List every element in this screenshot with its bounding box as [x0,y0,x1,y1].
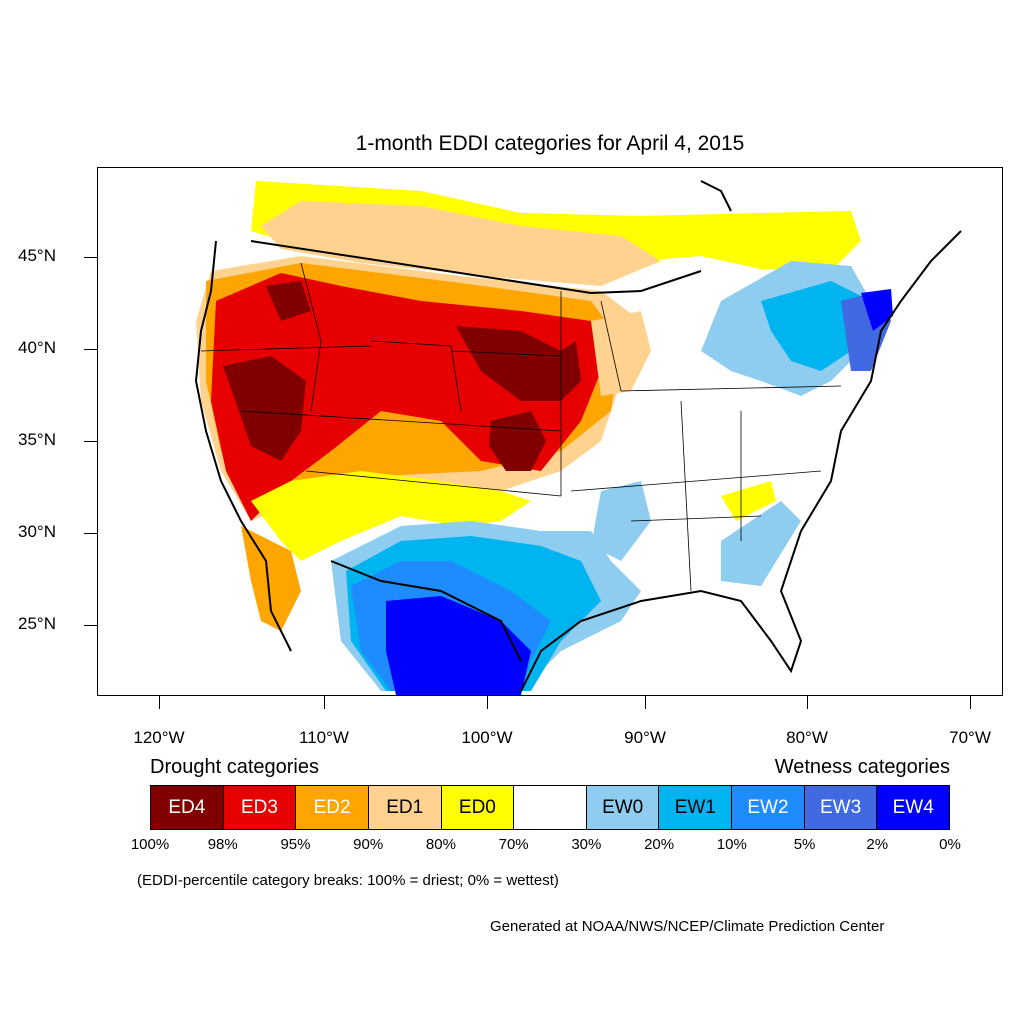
category-colorbar: ED4 ED3 ED2 ED1 ED0 EW0 EW1 EW2 EW3 EW4 [150,785,950,830]
lat-tick [84,441,97,442]
legend-cell-ed4: ED4 [151,786,224,829]
legend-cell-ew4: EW4 [877,786,950,829]
lon-tick [487,696,488,709]
region-ew4-texas [386,596,531,695]
region-ed4-greatbasin [223,356,306,461]
region-ed1-upper-midwest [591,311,651,396]
break-label: 30% [571,836,602,853]
break-label: 98% [207,836,238,853]
lon-label-80: 80°W [786,728,828,747]
legend-cell-normal [514,786,587,829]
legend-cell-ew1: EW1 [659,786,733,829]
lat-label-25: 25°N [18,614,56,633]
region-ed4-plains [456,326,581,401]
break-label: 80% [425,836,456,853]
break-label: 90% [353,836,384,853]
region-ew0-southeast [591,481,651,561]
lat-label-30: 30°N [18,522,56,541]
lat-tick [84,625,97,626]
break-label: 10% [716,836,747,853]
eddi-map [194,180,962,695]
credit-text: Generated at NOAA/NWS/NCEP/Climate Predi… [490,918,885,935]
legend-cell-ew2: EW2 [732,786,805,829]
wetness-heading: Wetness categories [774,756,950,778]
break-label: 70% [498,836,529,853]
region-ed1-canada [261,201,661,286]
lat-tick [84,257,97,258]
lat-label-45: 45°N [18,246,56,265]
lat-label-40: 40°N [18,338,56,357]
region-ed4-north [266,281,311,321]
category-regions [196,181,893,695]
region-ed2-socal [241,526,301,631]
drought-heading: Drought categories [150,756,319,778]
coastlines [194,180,962,692]
legend-cell-ew0: EW0 [586,786,660,829]
lon-label-120: 120°W [133,728,185,747]
category-note: (EDDI-percentile category breaks: 100% =… [137,872,559,889]
legend-cell-ed0: ED0 [441,786,515,829]
break-label: 100% [130,836,170,853]
lon-tick [807,696,808,709]
lat-label-35: 35°N [18,430,56,449]
region-ew1-northeast [761,281,861,371]
region-ed0-southwest [251,471,531,561]
lon-tick [970,696,971,709]
break-label: 0% [939,836,961,853]
legend-cell-ed2: ED2 [296,786,369,829]
lon-label-100: 100°W [461,728,513,747]
region-ed0-carolina [721,481,776,521]
lon-label-110: 110°W [299,728,349,747]
map-title: 1-month EDDI categories for April 4, 201… [355,132,745,155]
lat-tick [84,533,97,534]
lon-label-70: 70°W [949,728,991,747]
break-label: 20% [644,836,675,853]
break-label: 2% [866,836,889,853]
legend-cell-ed1: ED1 [368,786,442,829]
lon-tick [159,696,160,709]
legend-cell-ed3: ED3 [223,786,297,829]
region-ew0-carolinas [721,501,801,586]
break-label: 5% [793,836,816,853]
break-label: 95% [280,836,311,853]
lon-label-90: 90°W [624,728,666,747]
region-ed4-kansas [489,411,546,471]
lon-tick [324,696,325,709]
lon-tick [645,696,646,709]
map-panel [97,167,1003,696]
legend-cell-ew3: EW3 [804,786,878,829]
region-ew4-maine [861,289,893,331]
lat-tick [84,349,97,350]
